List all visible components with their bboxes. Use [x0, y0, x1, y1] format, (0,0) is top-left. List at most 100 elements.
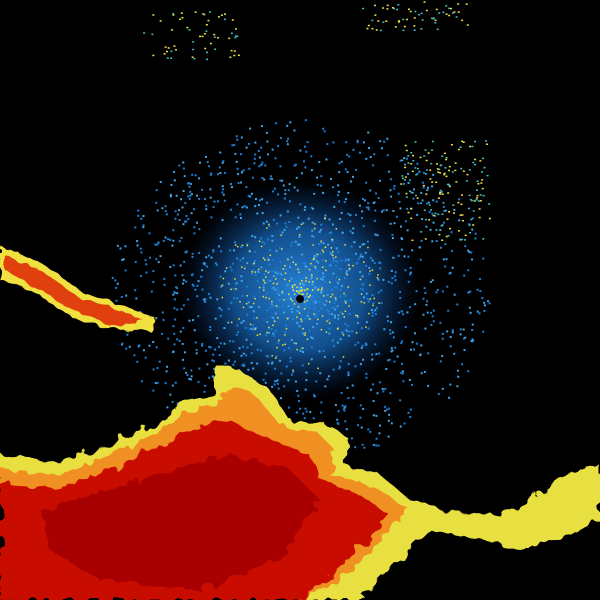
speckle	[167, 47, 170, 49]
speckle	[423, 370, 426, 373]
speckle	[170, 183, 173, 186]
speckle	[316, 255, 319, 258]
speckle	[351, 175, 354, 178]
speckle	[311, 229, 314, 232]
speckle	[316, 301, 319, 304]
speckle	[332, 260, 335, 263]
speckle	[336, 261, 339, 264]
speckle	[429, 228, 432, 231]
speckle	[390, 350, 393, 353]
speckle	[431, 240, 434, 243]
speckle	[191, 252, 194, 255]
speckle	[280, 372, 283, 375]
speckle	[425, 303, 428, 306]
speckle	[353, 241, 356, 244]
speckle	[375, 192, 378, 195]
speckle	[448, 169, 451, 172]
speckle	[259, 237, 262, 240]
speckle	[205, 30, 208, 32]
speckle	[386, 319, 389, 322]
speckle	[394, 271, 397, 274]
speckle	[371, 308, 374, 311]
speckle	[165, 213, 168, 216]
speckle	[352, 264, 354, 267]
speckle	[336, 305, 339, 308]
speckle	[356, 139, 359, 142]
speckle	[479, 194, 482, 196]
speckle	[281, 306, 284, 309]
speckle	[317, 288, 320, 290]
speckle	[214, 317, 217, 320]
speckle	[448, 210, 451, 213]
speckle	[426, 311, 429, 314]
speckle	[447, 192, 450, 194]
speckle	[291, 318, 294, 321]
speckle	[267, 271, 270, 274]
speckle	[193, 226, 196, 229]
speckle	[304, 407, 307, 410]
speckle	[265, 296, 267, 299]
speckle	[270, 362, 273, 365]
speckle	[211, 375, 214, 378]
speckle	[126, 333, 129, 336]
speckle	[421, 181, 424, 184]
speckle	[161, 311, 164, 314]
speckle	[336, 422, 339, 425]
speckle	[344, 259, 347, 262]
speckle	[474, 232, 477, 235]
speckle	[417, 202, 420, 205]
speckle	[485, 140, 488, 142]
speckle	[352, 227, 355, 230]
speckle	[239, 213, 242, 216]
speckle	[314, 301, 317, 304]
speckle	[367, 24, 370, 27]
speckle	[319, 241, 322, 244]
speckle	[428, 211, 431, 214]
speckle	[456, 385, 459, 388]
speckle	[234, 241, 237, 244]
speckle	[319, 289, 322, 292]
speckle	[460, 167, 463, 170]
speckle	[268, 297, 270, 300]
speckle	[369, 156, 372, 159]
speckle	[242, 306, 245, 309]
speckle	[304, 289, 307, 292]
speckle	[239, 259, 242, 262]
speckle	[399, 207, 402, 210]
speckle	[237, 331, 240, 334]
speckle	[206, 363, 209, 366]
speckle	[406, 229, 409, 232]
speckle	[251, 271, 253, 273]
speckle	[445, 235, 448, 238]
speckle	[306, 338, 309, 341]
speckle	[309, 318, 311, 320]
speckle	[442, 202, 445, 204]
speckle	[344, 244, 346, 246]
speckle	[323, 295, 325, 297]
speckle	[176, 402, 179, 405]
speckle	[360, 293, 363, 295]
speckle	[362, 141, 365, 144]
speckle	[337, 317, 340, 320]
speckle	[310, 358, 313, 361]
speckle	[300, 223, 303, 226]
speckle	[445, 5, 448, 7]
speckle	[229, 266, 232, 269]
speckle	[188, 185, 191, 188]
speckle	[181, 206, 184, 209]
speckle	[348, 264, 350, 266]
speckle	[223, 18, 226, 21]
speckle	[208, 11, 211, 13]
speckle	[208, 292, 211, 295]
speckle	[169, 195, 172, 198]
speckle	[368, 146, 371, 149]
speckle	[230, 186, 233, 189]
speckle	[256, 362, 259, 365]
speckle	[337, 282, 340, 285]
speckle	[239, 301, 241, 303]
speckle	[391, 237, 394, 240]
speckle	[243, 267, 246, 270]
speckle	[258, 286, 261, 289]
speckle	[201, 342, 204, 345]
speckle	[203, 13, 206, 16]
